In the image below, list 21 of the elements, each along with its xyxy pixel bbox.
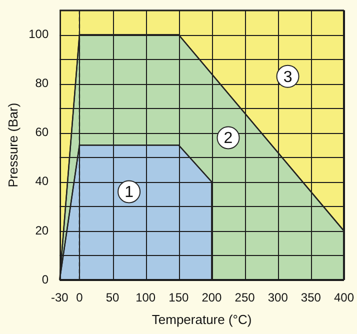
x-tick-label: 350 xyxy=(300,290,322,305)
x-tick-label: 150 xyxy=(168,290,189,305)
y-tick-label: 80 xyxy=(35,76,49,90)
y-tick-label: 100 xyxy=(28,27,49,42)
x-tick-label: 200 xyxy=(202,290,222,305)
x-tick-label: 300 xyxy=(268,290,288,305)
y-tick-label: 0 xyxy=(42,272,49,286)
x-tick-label: -30 xyxy=(50,290,69,305)
y-tick-label: 40 xyxy=(35,174,49,188)
x-tick-label: 100 xyxy=(136,290,156,305)
y-tick-label: 60 xyxy=(35,125,49,140)
y-axis-title: Pressure (Bar) xyxy=(5,102,20,188)
x-tick-label: 250 xyxy=(234,290,256,305)
x-axis-title: Temperature (°C) xyxy=(152,312,252,327)
x-tick-label: 400 xyxy=(334,290,354,305)
x-tick-label: 0 xyxy=(76,290,84,305)
x-tick-label: 50 xyxy=(106,290,120,305)
annotation: 2 xyxy=(224,130,233,148)
annotation: 1 xyxy=(124,184,134,202)
y-tick-label: 20 xyxy=(35,223,49,238)
annotation: 3 xyxy=(283,68,292,86)
